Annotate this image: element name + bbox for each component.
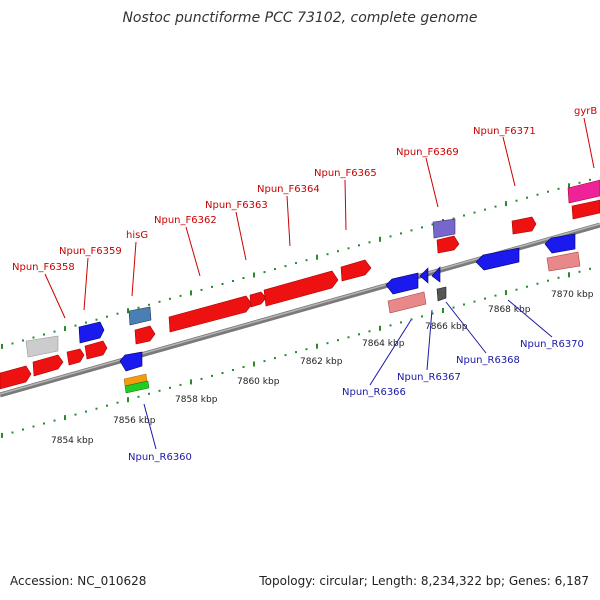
- gene-feature[interactable]: [436, 286, 447, 302]
- gene-label[interactable]: Npun_R6367: [397, 372, 461, 383]
- gene-feature[interactable]: [84, 340, 108, 360]
- kbp-label: 7856 kbp: [113, 416, 156, 426]
- upper-tick-ruler: [1, 178, 591, 349]
- gene-feature[interactable]: [475, 247, 520, 271]
- gene-feature[interactable]: [385, 272, 419, 295]
- gene-feature[interactable]: [263, 270, 339, 307]
- gene-feature[interactable]: [249, 291, 267, 308]
- gene-feature[interactable]: [544, 233, 576, 254]
- gene-feature[interactable]: [546, 251, 581, 272]
- gene-labels: Npun_F6358 Npun_F6359 hisG Npun_F6362 Np…: [12, 106, 597, 463]
- kbp-label: 7870 kbp: [551, 290, 594, 300]
- gene-label[interactable]: Npun_F6364: [257, 184, 320, 195]
- gene-feature[interactable]: [134, 325, 156, 345]
- accession-text: Accession: NC_010628: [10, 574, 147, 588]
- kbp-label: 7854 kbp: [51, 436, 94, 446]
- callout-lines: [44, 117, 595, 450]
- lower-tick-ruler: [1, 267, 591, 438]
- gene-feature[interactable]: [431, 266, 441, 283]
- kbp-label: 7860 kbp: [237, 377, 280, 387]
- gene-label[interactable]: hisG: [126, 230, 148, 241]
- gene-label[interactable]: Npun_R6368: [456, 355, 520, 366]
- kbp-scale: 7854 kbp 7856 kbp 7858 kbp 7860 kbp 7862…: [51, 290, 594, 446]
- gene-label[interactable]: Npun_F6369: [396, 147, 459, 158]
- gene-label[interactable]: Npun_F6359: [59, 246, 122, 257]
- gene-label[interactable]: gyrB: [574, 106, 597, 117]
- reverse-strand-genes: [119, 233, 581, 394]
- gene-feature[interactable]: [571, 199, 600, 220]
- kbp-label: 7866 kbp: [425, 322, 468, 332]
- kbp-label: 7864 kbp: [362, 339, 405, 349]
- gene-feature[interactable]: [168, 295, 253, 333]
- map-title: Nostoc punctiforme PCC 73102, complete g…: [122, 10, 478, 26]
- gene-label[interactable]: Npun_F6362: [154, 215, 217, 226]
- gene-feature[interactable]: [78, 321, 105, 344]
- gene-feature[interactable]: [25, 335, 59, 358]
- gene-feature[interactable]: [124, 380, 150, 394]
- gene-feature[interactable]: [32, 354, 64, 377]
- gene-feature[interactable]: [419, 267, 429, 284]
- gene-label[interactable]: Npun_R6366: [342, 387, 406, 398]
- gene-feature[interactable]: [436, 235, 460, 254]
- gene-feature[interactable]: [387, 291, 427, 314]
- gene-label[interactable]: Npun_F6371: [473, 126, 536, 137]
- gene-label[interactable]: Npun_F6363: [205, 200, 268, 211]
- kbp-label: 7862 kbp: [300, 357, 343, 367]
- gene-label[interactable]: Npun_F6358: [12, 262, 75, 273]
- gene-feature[interactable]: [340, 259, 372, 282]
- gene-feature[interactable]: [66, 348, 85, 366]
- gene-feature[interactable]: [432, 218, 456, 239]
- gene-label[interactable]: Npun_R6370: [520, 339, 584, 350]
- gene-feature[interactable]: [128, 306, 152, 326]
- gene-feature[interactable]: [567, 179, 600, 204]
- genome-summary-text: Topology: circular; Length: 8,234,322 bp…: [259, 574, 589, 588]
- gene-feature[interactable]: [119, 351, 143, 372]
- gene-feature[interactable]: [511, 216, 537, 235]
- gene-feature[interactable]: [0, 365, 32, 390]
- gene-label[interactable]: Npun_F6365: [314, 168, 377, 179]
- kbp-label: 7858 kbp: [175, 395, 218, 405]
- gene-label[interactable]: Npun_R6360: [128, 452, 192, 463]
- kbp-label: 7868 kbp: [488, 305, 531, 315]
- forward-strand-genes: [0, 179, 600, 390]
